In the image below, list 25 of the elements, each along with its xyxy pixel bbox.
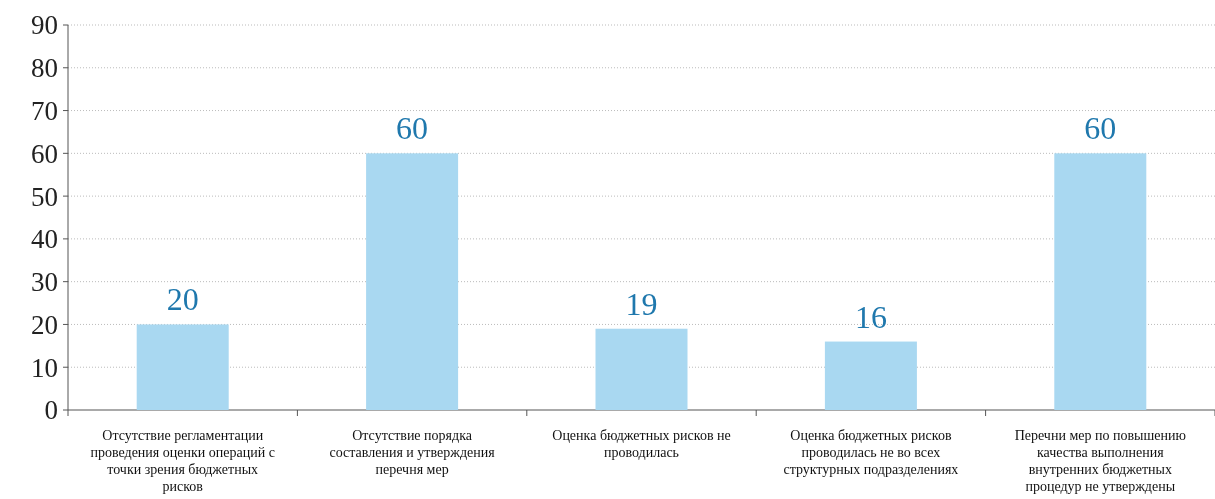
bar [366,153,459,410]
y-tick-label: 80 [31,53,58,84]
data-label: 60 [396,110,429,147]
x-tick-label: Оценка бюджетных рисков проводилась не во всех структурных подразделениях [783,428,959,477]
y-tick-label: 10 [31,352,58,383]
y-tick-label: 90 [31,10,58,41]
data-label: 60 [1084,110,1117,147]
y-tick-label: 20 [31,309,58,340]
x-tick-label: Отсутствие регламентации проведения оценки операций с точки зрения бюджетных рисков [90,428,275,494]
x-tick-label: Перечни мер по повышению качества выполнения внутренних бюджетных процедур не утверждены [1014,428,1186,494]
bar [1054,153,1147,410]
y-tick-label: 0 [44,395,58,426]
bar [595,328,688,410]
y-tick-label: 30 [31,267,58,298]
y-tick-label: 70 [31,96,58,127]
bar [136,324,229,410]
x-tick-label: Отсутствие порядка составления и утверждения перечня мер [329,428,496,477]
bar [824,341,917,410]
y-tick-label: 60 [31,138,58,169]
data-label: 19 [625,285,658,322]
y-tick-label: 40 [31,224,58,255]
data-label: 20 [166,281,199,318]
y-tick-label: 50 [31,181,58,212]
data-label: 16 [854,298,887,335]
x-tick-label: Оценка бюджетных рисков не проводилась [552,428,731,460]
